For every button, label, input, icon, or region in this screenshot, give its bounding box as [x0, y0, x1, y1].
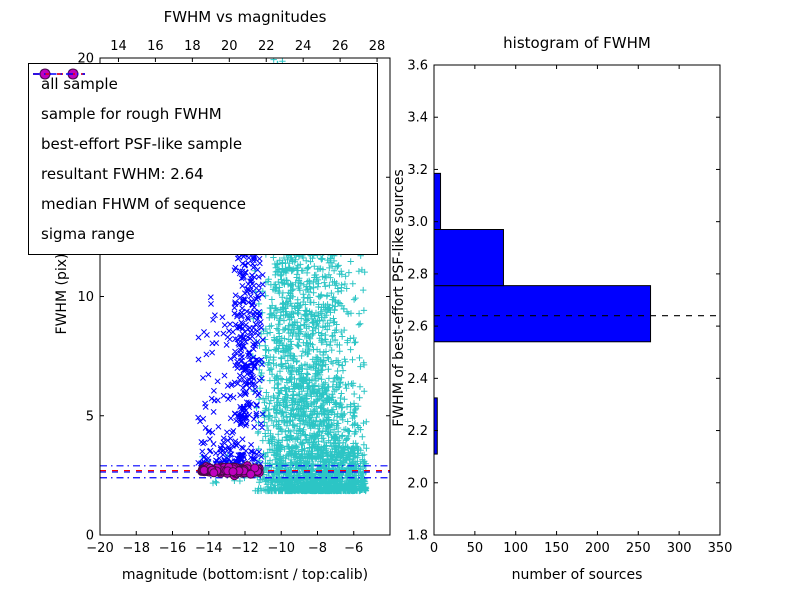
legend-item-label: sigma range: [41, 225, 135, 243]
scatter-xlabel: magnitude (bottom:isnt / top:calib): [121, 567, 369, 583]
legend-item: median FHWM of sequence: [33, 73, 377, 219]
psf-sample-point: [228, 467, 238, 477]
top-tick-label: 14: [110, 39, 127, 54]
legend-item-label: sample for rough FWHM: [41, 105, 222, 123]
legend-dashdot-icon: [33, 73, 85, 75]
hist-xlabel: number of sources: [511, 567, 643, 583]
top-tick-label: 28: [369, 39, 386, 54]
hist-bar: [433, 172, 442, 231]
psf-sample-point: [246, 469, 256, 479]
y-tick-label: 5: [86, 409, 94, 424]
y-tick-label: 3.4: [407, 111, 428, 126]
legend-item-label: all sample: [41, 75, 118, 93]
hist-bar: [433, 285, 652, 343]
y-tick-label: 20: [77, 52, 94, 67]
legend-item: sample for rough FWHM: [35, 69, 377, 129]
x-tick-label: −14: [195, 541, 222, 556]
x-tick-label: −10: [268, 541, 295, 556]
x-tick-label: −16: [159, 541, 186, 556]
x-tick-label: 150: [544, 541, 569, 556]
legend-item-label: median FHWM of sequence: [41, 195, 246, 213]
y-tick-label: 2.8: [407, 267, 428, 282]
rough-fwhm-markers: [195, 238, 266, 474]
y-tick-label: 2.2: [407, 424, 428, 439]
hist-title: histogram of FWHM: [503, 34, 651, 52]
legend-dashed-icon: [33, 73, 85, 75]
y-tick-label: 2.0: [407, 476, 428, 491]
scatter-title: FWHM vs magnitudes: [163, 8, 327, 26]
top-tick-label: 20: [221, 39, 238, 54]
psf-sample-point: [209, 468, 219, 478]
x-tick-label: 300: [667, 541, 692, 556]
y-tick-label: 3.2: [407, 163, 428, 178]
legend-item: sigma range: [33, 73, 377, 249]
y-tick-label: 0: [86, 529, 94, 544]
y-tick-label: 2.6: [407, 320, 428, 335]
hist-axes-frame: [433, 64, 721, 536]
legend-item-label: resultant FWHM: 2.64: [41, 165, 204, 183]
x-tick-label: 0: [430, 541, 438, 556]
x-tick-label: 50: [467, 541, 484, 556]
psf-sample-point: [250, 463, 260, 473]
x-tick-label: 200: [585, 541, 610, 556]
x-tick-label: 250: [626, 541, 651, 556]
hist-bar: [433, 229, 504, 287]
top-tick-label: 18: [184, 39, 201, 54]
x-tick-label: −6: [344, 541, 363, 556]
legend-item: resultant FWHM: 2.64: [33, 73, 377, 189]
legend: all sample sample for rough FWHM best-effo…: [28, 63, 378, 255]
x-tick-label: −12: [231, 541, 258, 556]
top-tick-label: 26: [332, 39, 349, 54]
x-tick-label: −20: [86, 541, 113, 556]
x-tick-label: −18: [123, 541, 150, 556]
x-tick-label: 350: [708, 541, 733, 556]
scatter-plot-area: [100, 58, 390, 495]
y-tick-label: 3.6: [407, 59, 428, 74]
x-tick-label: −8: [308, 541, 327, 556]
y-tick-label: 10: [77, 290, 94, 305]
y-tick-label: 3.0: [407, 215, 428, 230]
y-tick-label: 1.8: [407, 529, 428, 544]
top-tick-label: 22: [258, 39, 275, 54]
hist-ylabel: FWHM of best-effort PSF-like sources: [391, 169, 407, 427]
y-tick-label: 2.4: [407, 372, 428, 387]
legend-item-label: best-effort PSF-like sample: [41, 135, 243, 153]
top-tick-label: 16: [147, 39, 164, 54]
x-tick-label: 100: [503, 541, 528, 556]
top-tick-label: 24: [295, 39, 312, 54]
legend-item: best-effort PSF-like sample: [35, 68, 377, 159]
